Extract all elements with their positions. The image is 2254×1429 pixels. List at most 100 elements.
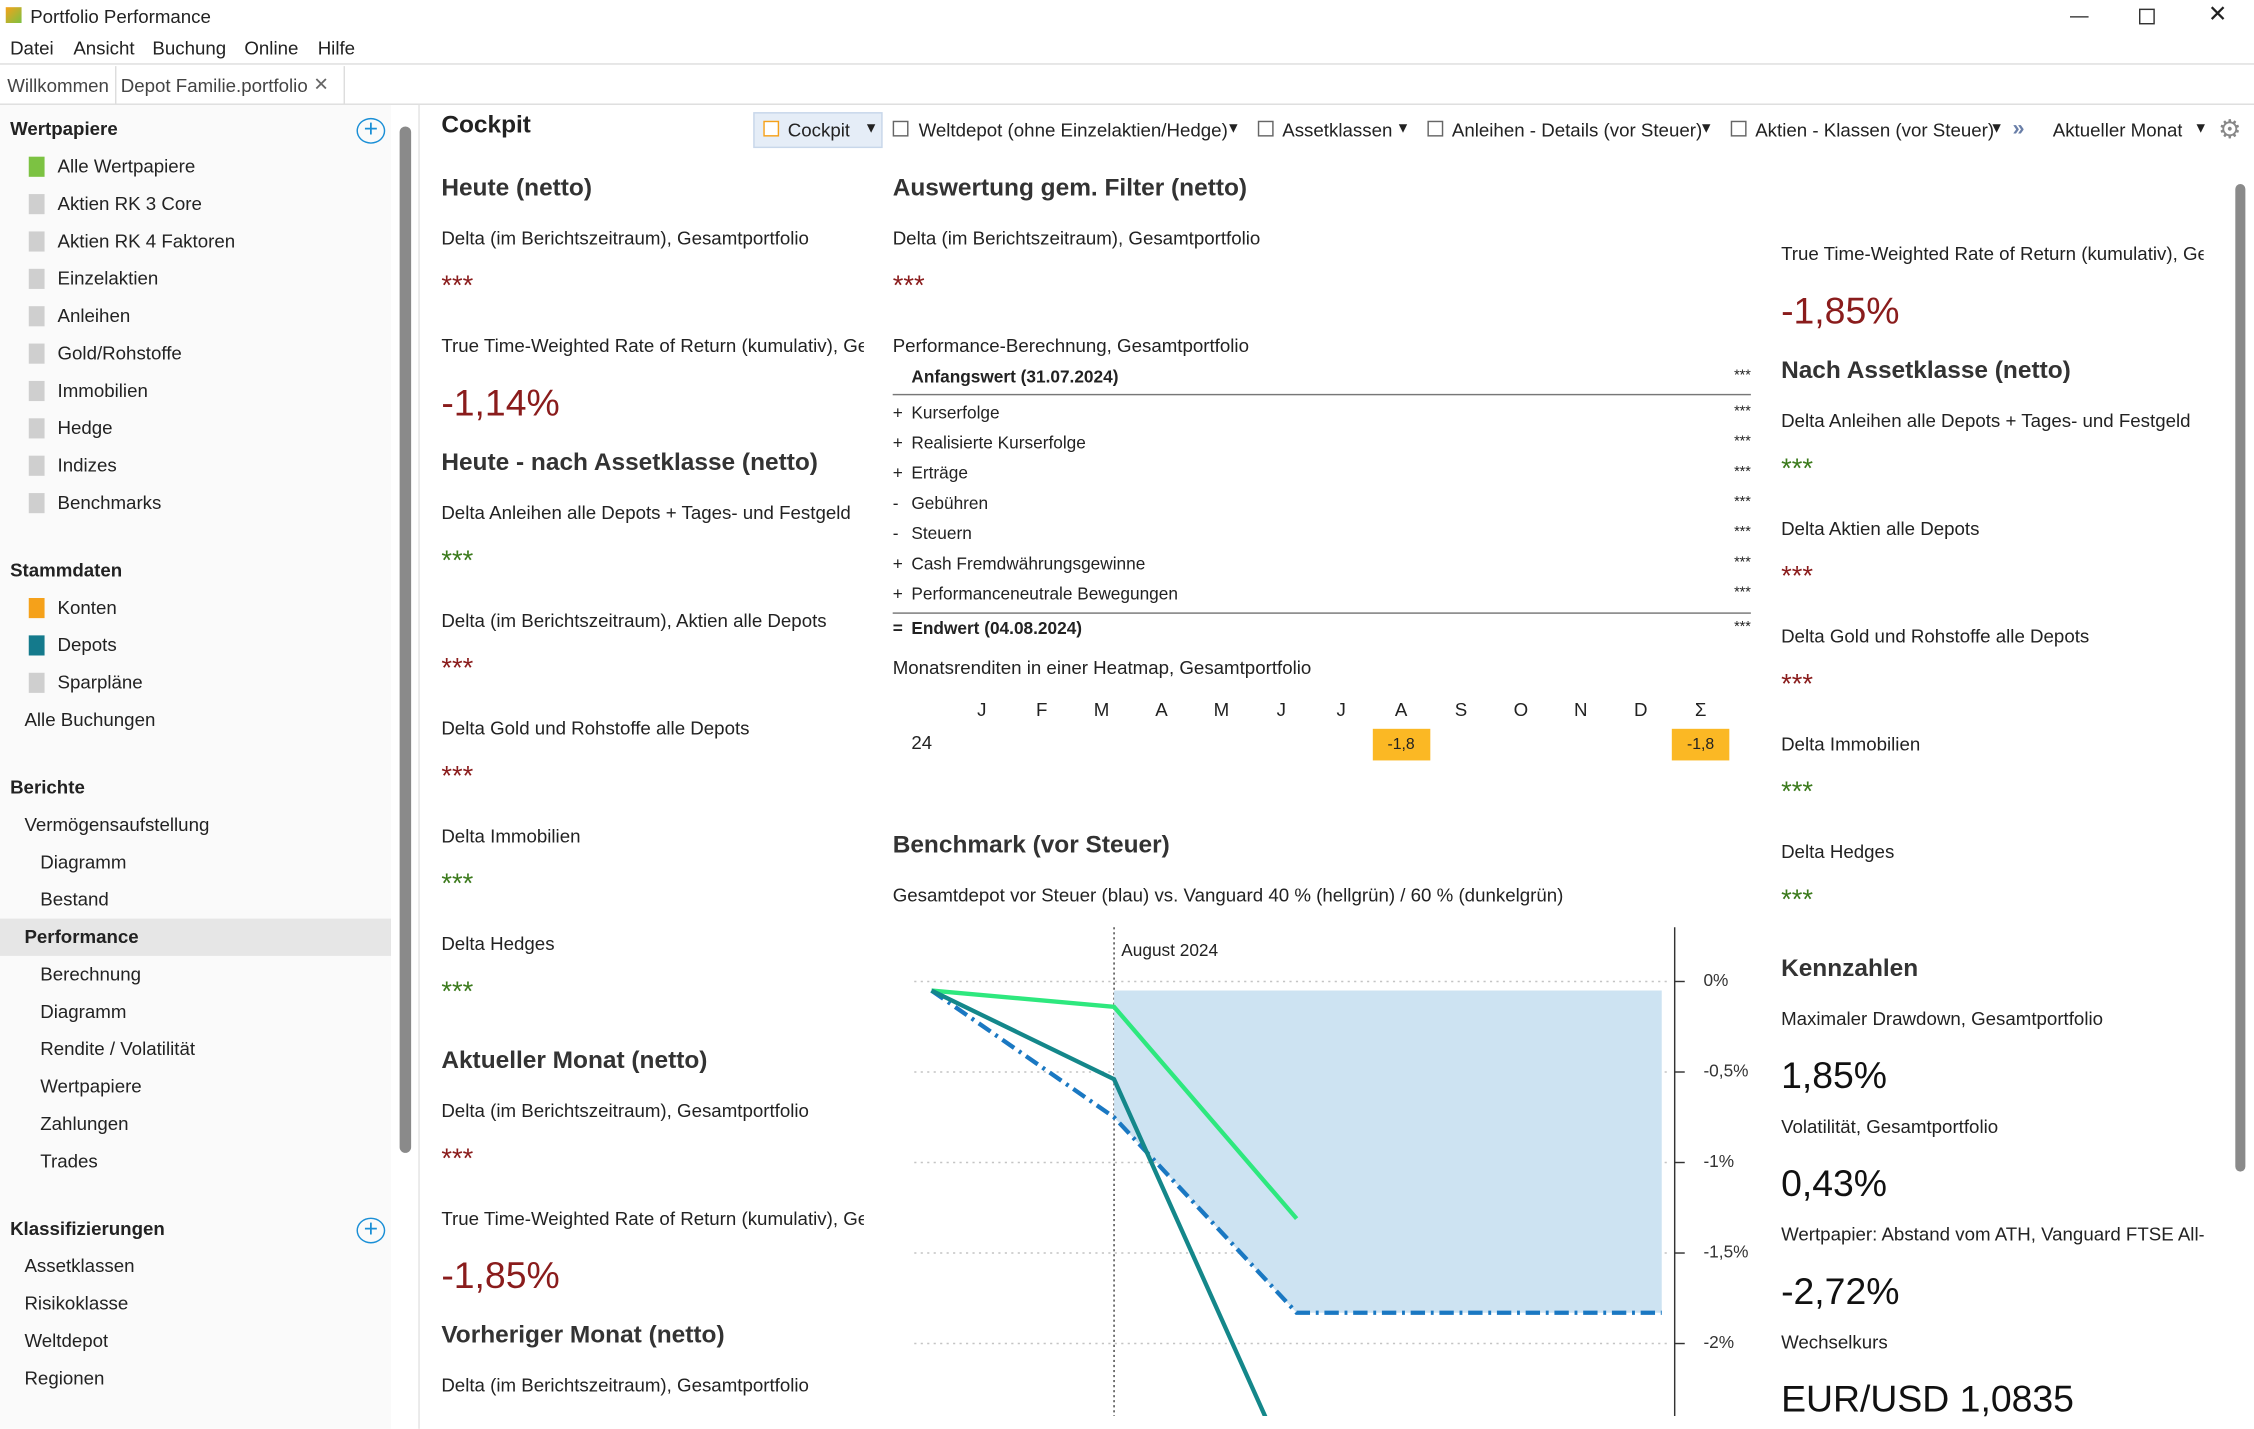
add-button[interactable]: + [356,1217,386,1244]
item-icon [28,268,45,289]
drawdown-area [1114,990,1662,1313]
sidebar-item[interactable]: Alle Buchungen [24,708,156,731]
sidebar-subitem[interactable]: Rendite / Volatilität [40,1037,196,1060]
heatmap-column: O [1513,698,1529,721]
settings-button[interactable]: ⚙ [2218,115,2242,144]
heatmap-cell-value: -1,8 [1686,736,1715,754]
sidebar-subitem[interactable]: Diagramm [40,1000,127,1023]
sidebar-subitem[interactable]: Zahlungen [40,1112,129,1135]
sidebar-item[interactable]: Alle Wertpapiere [57,155,196,177]
calc-value: *** [1734,403,1751,420]
item-icon [28,598,45,619]
close-button[interactable]: ✕ [2208,2,2228,28]
item-icon [28,635,45,656]
sidebar-subitem[interactable]: Diagramm [40,851,127,873]
view-button[interactable]: Aktien - Klassen (vor Steuer) [1755,119,1995,141]
sidebar-item[interactable]: Depots [57,633,117,656]
sidebar-item[interactable]: Assetklassen [24,1254,135,1277]
menu-item[interactable]: Buchung [152,37,227,59]
view-icon [1257,120,1274,137]
widget-heading: Heute - nach Assetklasse (netto) [441,448,818,476]
sidebar-item[interactable]: Einzelaktien [57,267,159,289]
widget-value: *** [441,271,474,302]
maximize-button[interactable] [2139,8,2155,25]
sidebar-item[interactable]: Anleihen [57,304,131,327]
sidebar-subitem[interactable]: Berechnung [40,963,142,985]
widget-label: True Time-Weighted Rate of Return (kumul… [1781,242,2204,265]
y-tick-label: -2% [1703,1332,1734,1352]
view-dropdown[interactable]: ▼ [1699,120,1714,137]
widget-label: Delta Hedges [441,932,555,955]
calc-sign: + [892,583,903,604]
main-scrollbar[interactable] [2235,184,2246,1172]
sidebar-item[interactable]: Konten [57,596,117,619]
sidebar-item[interactable]: Indizes [57,454,117,476]
sidebar-item[interactable]: Weltdepot [24,1329,109,1352]
heatmap-column: M [1093,698,1110,721]
sidebar-item[interactable]: Aktien RK 3 Core [57,192,202,215]
view-button[interactable]: Cockpit [787,119,851,141]
widget-value: *** [1781,562,1813,593]
sidebar-subitem[interactable]: Bestand [40,888,109,910]
add-button[interactable]: + [356,117,386,144]
sidebar-item[interactable]: Immobilien [57,379,148,402]
sidebar-item[interactable]: Performance [24,925,139,948]
view-button[interactable]: Anleihen - Details (vor Steuer) [1451,119,1703,141]
menu-item[interactable]: Datei [10,37,54,59]
period-dropdown[interactable]: ▼ [2193,120,2208,137]
tab[interactable]: Willkommen [7,74,109,97]
sidebar-subitem[interactable]: Wertpapiere [40,1075,142,1097]
heatmap-cell [1372,728,1430,761]
view-dropdown[interactable]: ▼ [1395,120,1411,137]
menu-item[interactable]: Hilfe [317,37,356,59]
widget-value: 1,85% [1781,1053,1888,1097]
view-dropdown[interactable]: ▼ [863,120,879,137]
widget-label: Wechselkurs [1781,1331,1888,1353]
widget-label: Delta Anleihen alle Depots + Tages- und … [441,501,851,524]
view-dropdown[interactable]: ▼ [1989,120,2004,137]
item-icon [28,306,45,327]
tab-close[interactable]: ✕ [313,73,330,95]
heatmap-column: Σ [1694,698,1707,721]
calc-sign: - [892,493,899,514]
sidebar-subitem[interactable]: Trades [40,1150,98,1172]
sidebar-item[interactable]: Hedge [57,416,113,439]
sidebar-scrollbar[interactable] [399,126,412,1153]
calc-label: Gebühren [911,493,989,514]
sidebar-item[interactable]: Regionen [24,1367,105,1389]
minimize-button[interactable]: — [2070,4,2089,26]
item-icon [28,156,45,177]
period-selector[interactable]: Aktueller Monat [2052,119,2183,141]
sidebar-item[interactable]: Vermögensaufstellung [24,813,210,836]
widget-heading: Vorheriger Monat (netto) [441,1321,725,1349]
view-button[interactable]: Assetklassen [1282,119,1393,141]
selected-row [0,918,391,956]
heatmap-column: M [1213,698,1230,721]
view-dropdown[interactable]: ▼ [1226,120,1241,137]
calc-sign: + [892,462,903,483]
y-tick-label: -1,5% [1703,1242,1748,1262]
widget-value: *** [441,654,474,685]
menu-item[interactable]: Ansicht [73,37,135,59]
widget-label: Performance-Berechnung, Gesamtportfolio [892,334,1249,357]
menu-item[interactable]: Online [244,37,299,59]
calc-value: *** [1734,619,1751,636]
sidebar-item[interactable]: Risikoklasse [24,1292,129,1314]
sidebar-item[interactable]: Gold/Rohstoffe [57,342,182,364]
heatmap-column: J [977,698,987,721]
sidebar-item[interactable]: Aktien RK 4 Faktoren [57,230,236,252]
tab[interactable]: Depot Familie.portfolio [120,74,308,97]
active-tab [115,66,345,104]
section-title: Stammdaten [10,559,123,581]
heatmap-cell [1671,728,1730,761]
sidebar-item[interactable]: Benchmarks [57,491,162,514]
widget-heading: Nach Assetklasse (netto) [1781,356,2071,384]
pane-separator [418,104,420,1429]
widget-value: *** [441,869,474,900]
more-views[interactable]: » [2012,116,2025,141]
sidebar-item[interactable]: Sparpläne [57,671,143,693]
item-icon [28,418,45,439]
view-button[interactable]: Weltdepot (ohne Einzelaktien/Hedge) [918,119,1228,141]
calc-label: Endwert (04.08.2024) [911,618,1083,639]
